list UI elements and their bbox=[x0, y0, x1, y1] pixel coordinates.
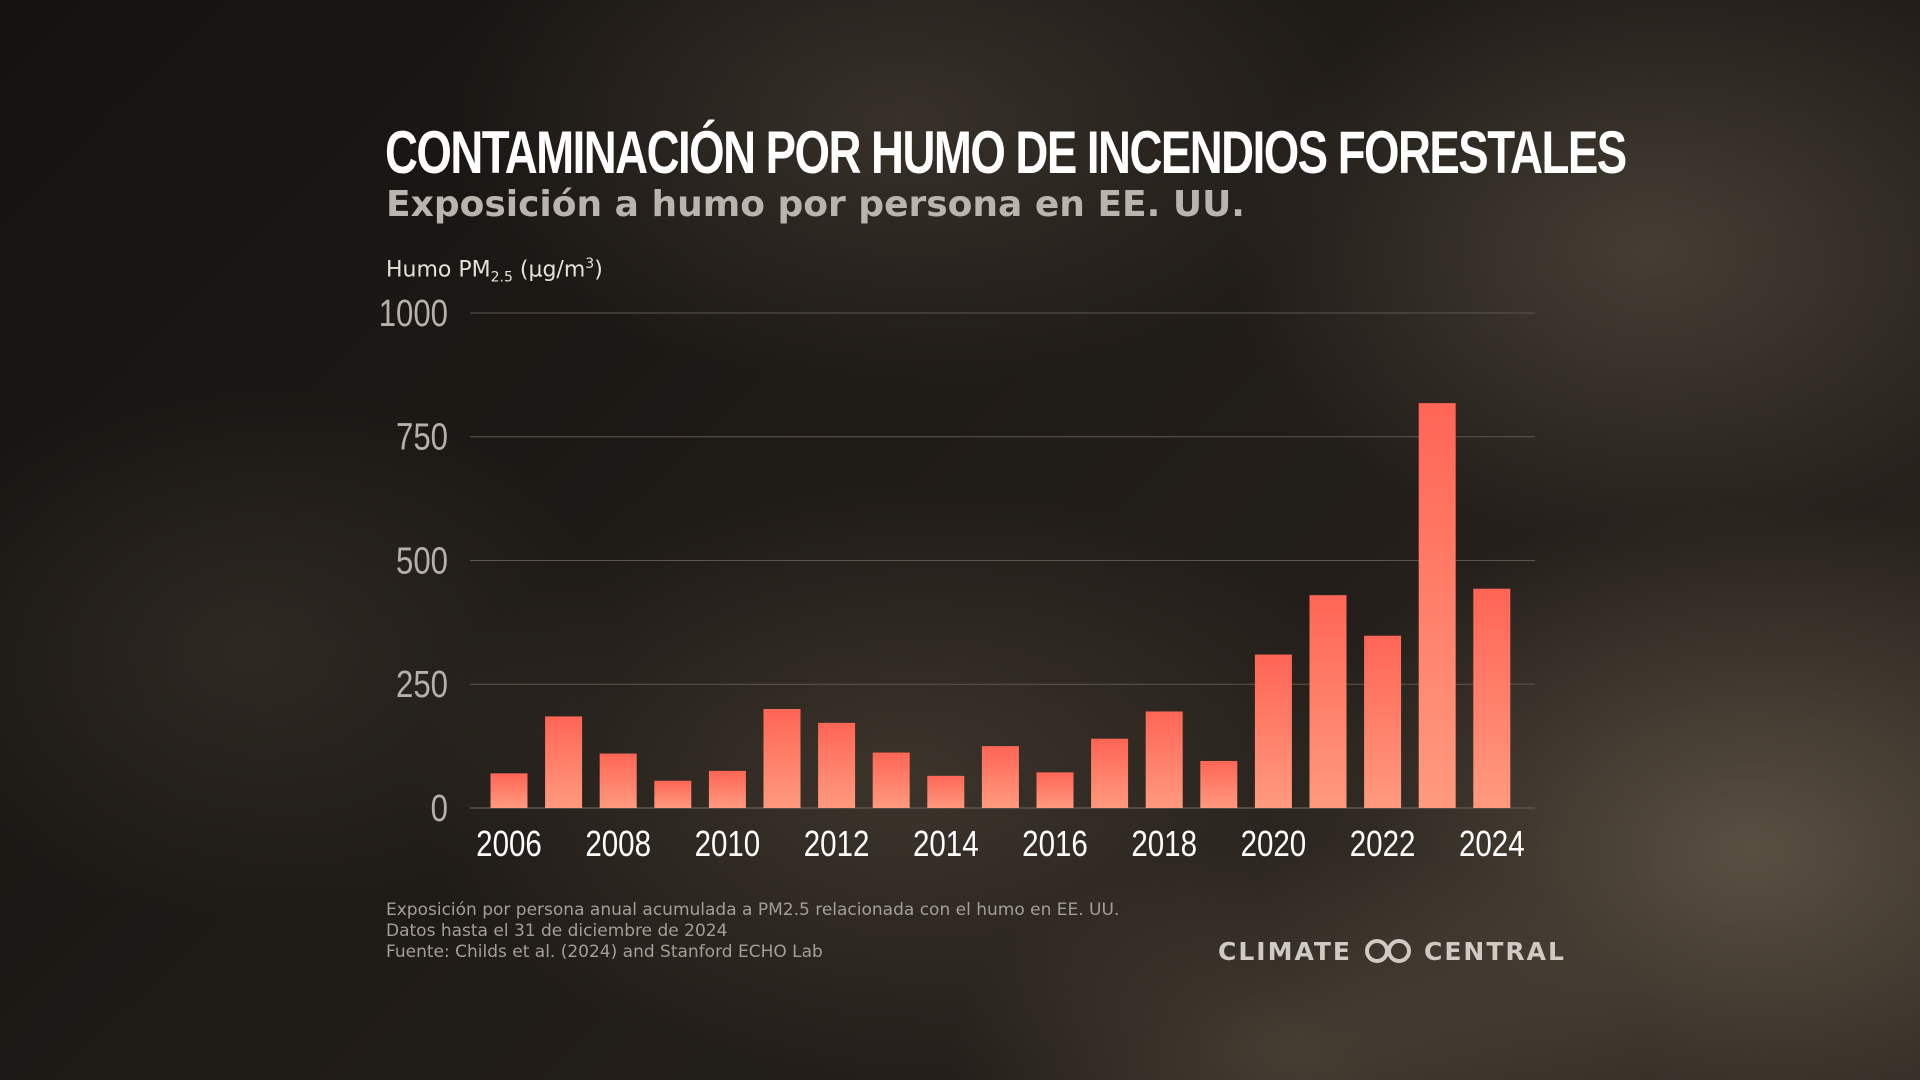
climate-central-logo-icon bbox=[1365, 939, 1411, 963]
y-tick-label: 500 bbox=[396, 541, 448, 583]
bar-2010 bbox=[708, 770, 746, 808]
footnote-source: Fuente: Childs et al. (2024) and Stanfor… bbox=[386, 942, 823, 962]
logo-text-central: CENTRAL bbox=[1424, 936, 1566, 966]
footnotes: Exposición por persona anual acumulada a… bbox=[386, 900, 1119, 963]
footnote-description: Exposición por persona anual acumulada a… bbox=[386, 900, 1120, 920]
y-tick-label: 1000 bbox=[379, 293, 448, 335]
bar-2023 bbox=[1418, 403, 1456, 808]
y-tick-label: 0 bbox=[431, 788, 448, 830]
bar-2017 bbox=[1091, 738, 1129, 808]
bar-2018 bbox=[1145, 711, 1183, 808]
bar-2022 bbox=[1364, 635, 1402, 808]
bar-2015 bbox=[981, 746, 1019, 808]
x-tick-label: 2010 bbox=[695, 823, 761, 863]
bar-2021 bbox=[1309, 595, 1347, 808]
x-tick-label: 2018 bbox=[1131, 823, 1197, 863]
x-tick-label: 2020 bbox=[1241, 823, 1307, 863]
bar-2013 bbox=[872, 752, 910, 808]
x-tick-label: 2022 bbox=[1350, 823, 1416, 863]
y-tick-label: 250 bbox=[396, 664, 448, 706]
x-tick-label: 2014 bbox=[913, 823, 979, 863]
climate-central-logo: CLIMATE CENTRAL bbox=[1218, 934, 1566, 968]
x-tick-label: 2012 bbox=[804, 823, 870, 863]
bar-2011 bbox=[763, 709, 801, 808]
x-tick-label: 2016 bbox=[1022, 823, 1088, 863]
bars bbox=[490, 403, 1511, 808]
y-axis-ticks: 0 250 500 750 1000 bbox=[379, 293, 448, 830]
footnote-date: Datos hasta el 31 de diciembre de 2024 bbox=[386, 921, 728, 941]
bar-2007 bbox=[545, 716, 583, 808]
bar-2024 bbox=[1473, 588, 1511, 808]
bar-2016 bbox=[1036, 772, 1074, 808]
bar-2014 bbox=[927, 775, 965, 808]
x-tick-label: 2024 bbox=[1459, 823, 1525, 863]
bar-2009 bbox=[654, 780, 692, 808]
bar-2019 bbox=[1200, 760, 1238, 808]
x-tick-label: 2006 bbox=[476, 823, 542, 863]
bar-2012 bbox=[818, 722, 856, 808]
y-tick-label: 750 bbox=[396, 417, 448, 459]
bar-2006 bbox=[490, 773, 528, 808]
bar-2008 bbox=[599, 753, 637, 808]
logo-text-climate: CLIMATE bbox=[1218, 936, 1352, 966]
x-axis-ticks: 2006 2008 2010 2012 2014 2016 2018 2020 2022 2024 bbox=[476, 823, 1524, 863]
x-tick-label: 2008 bbox=[585, 823, 651, 863]
y-axis-label: Humo PM2.5 (µg/m3) bbox=[386, 256, 603, 286]
chart-subtitle: Exposición a humo por persona en EE. UU. bbox=[386, 184, 1245, 225]
bar-2020 bbox=[1254, 654, 1292, 808]
